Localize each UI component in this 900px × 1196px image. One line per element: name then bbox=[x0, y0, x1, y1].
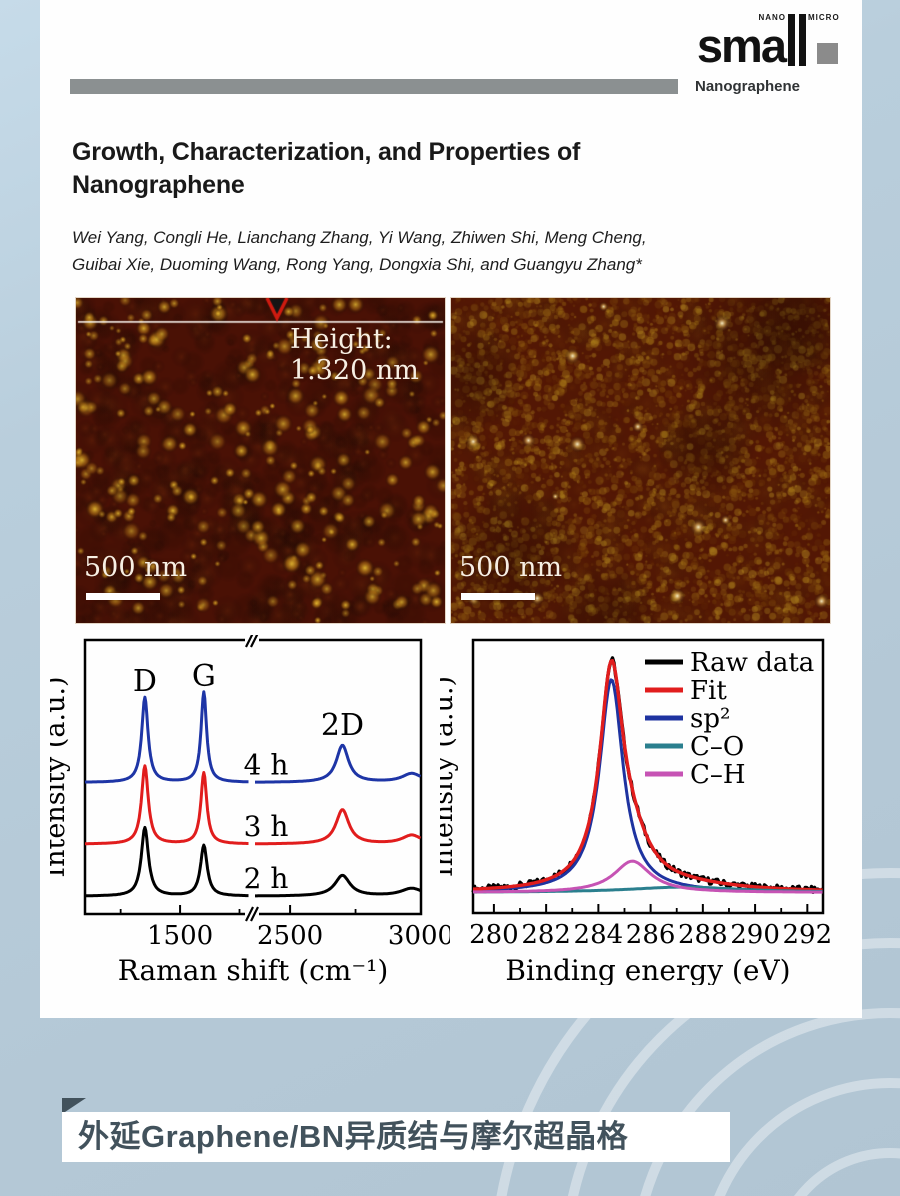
xps-chart: 280 282 284 286 288 290 292 Raw dataFitsp²C–OC–… bbox=[440, 638, 833, 985]
footer-banner-text: 外延Graphene/BN异质结与摩尔超晶格 bbox=[78, 1119, 629, 1154]
raman-xlabel: Raman shift (cm⁻¹) bbox=[118, 954, 389, 985]
axis-break-mark bbox=[245, 906, 254, 922]
article-authors-line1: Wei Yang, Congli He, Lianchang Zhang, Yi… bbox=[72, 228, 647, 247]
afm-height-annotation: Height: 1.320 nm bbox=[290, 324, 419, 386]
axis-break-gap bbox=[245, 911, 259, 917]
x-tick-label: 292 bbox=[783, 920, 833, 950]
x-tick-label: 2500 bbox=[257, 921, 323, 951]
scalebar-left bbox=[86, 593, 160, 600]
axis-break-mark bbox=[245, 635, 254, 648]
article-authors-line2: Guibai Xie, Duoming Wang, Rong Yang, Don… bbox=[72, 255, 642, 274]
series-label-2h: 2 h bbox=[244, 862, 289, 895]
axis-break-gap bbox=[245, 637, 259, 643]
x-tick-label: 282 bbox=[521, 920, 571, 950]
article-title: Growth, Characterization, and Properties… bbox=[72, 136, 580, 202]
footer-banner: 外延Graphene/BN异质结与摩尔超晶格 bbox=[62, 1112, 730, 1162]
xps-axis-box bbox=[471, 638, 825, 915]
x-tick-label: 280 bbox=[469, 920, 519, 950]
series-label-3h: 3 h bbox=[244, 810, 289, 843]
afm-height-line2: 1.320 nm bbox=[290, 355, 419, 386]
journal-card: sma NANO MICRO Nanographene Growth, Char… bbox=[40, 0, 862, 1018]
peak-label-G: G bbox=[192, 659, 216, 694]
section-label: Nanographene bbox=[695, 78, 801, 95]
logo-l-bar: NANO bbox=[758, 13, 795, 66]
small-journal-logo: sma NANO MICRO bbox=[696, 8, 839, 73]
scalebar-label-right: 500 nm bbox=[459, 552, 563, 583]
legend-label-4: C–H bbox=[690, 760, 746, 790]
raman-series-3h bbox=[254, 808, 422, 846]
raman-chart: 4 h 3 h 2 h 1500 2500 3000 D G 2D Raman shift (cm… bbox=[50, 635, 450, 985]
banner-corner-triangle bbox=[62, 1098, 86, 1114]
raman-series-3h bbox=[84, 764, 250, 846]
afm-film-image bbox=[451, 298, 830, 623]
afm-islands-image bbox=[76, 298, 445, 623]
series-label-4h: 4 h bbox=[244, 749, 289, 782]
x-tick-label: 284 bbox=[574, 920, 624, 950]
raman-series-4h bbox=[254, 743, 422, 784]
raman-series-2h bbox=[254, 873, 422, 898]
xps-ylabel: Intensity (a.u.) bbox=[440, 676, 459, 877]
raman-series-4h bbox=[84, 690, 250, 784]
xps-series-c-h bbox=[473, 859, 823, 894]
raman-series-2h bbox=[84, 825, 250, 898]
x-tick-label: 1500 bbox=[147, 921, 213, 951]
raman-ylabel: Intensity (a.u.) bbox=[50, 676, 71, 877]
scalebar-label-left: 500 nm bbox=[84, 552, 188, 583]
xps-series-sp2 bbox=[472, 678, 823, 893]
afm-film-figure: 500 nm bbox=[450, 297, 831, 624]
afm-islands-figure: Height: 1.320 nm 500 nm bbox=[75, 297, 446, 624]
article-title-line1: Growth, Characterization, and Properties… bbox=[72, 138, 581, 166]
xps-xlabel: Binding energy (eV) bbox=[505, 954, 790, 985]
peak-label-D: D bbox=[133, 664, 157, 699]
axis-break-mark bbox=[250, 635, 259, 648]
article-authors: Wei Yang, Congli He, Lianchang Zhang, Yi… bbox=[72, 224, 647, 278]
logo-wordmark: sma bbox=[696, 19, 787, 73]
logo-l-bar: MICRO bbox=[799, 13, 839, 66]
legend-label-0: Raw data bbox=[690, 648, 814, 678]
peak-label-2D: 2D bbox=[321, 708, 364, 743]
article-title-line2: Nanographene bbox=[72, 171, 245, 199]
legend-label-1: Fit bbox=[690, 676, 727, 706]
x-tick-label: 286 bbox=[626, 920, 676, 950]
section-rule bbox=[70, 79, 678, 94]
x-tick-label: 288 bbox=[678, 920, 728, 950]
scalebar-right bbox=[461, 593, 535, 600]
logo-nano-text: NANO bbox=[758, 13, 786, 22]
x-tick-label: 3000 bbox=[388, 921, 450, 951]
legend-label-2: sp² bbox=[690, 704, 730, 734]
logo-micro-text: MICRO bbox=[808, 13, 840, 22]
axis-break-mark bbox=[250, 906, 259, 922]
afm-height-line1: Height: bbox=[290, 324, 393, 355]
logo-gray-square bbox=[817, 43, 838, 64]
xps-series-fit bbox=[472, 659, 823, 892]
legend-label-3: C–O bbox=[690, 732, 744, 762]
x-tick-label: 290 bbox=[730, 920, 780, 950]
